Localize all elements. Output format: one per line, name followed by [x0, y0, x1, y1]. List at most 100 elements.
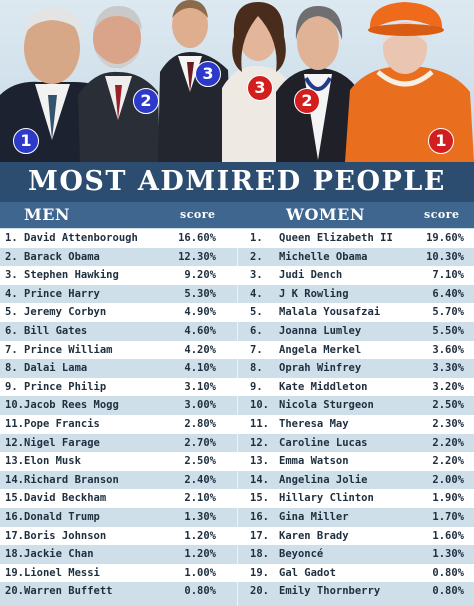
men-rank-cell: 1. — [5, 232, 18, 244]
men-rank-cell: 17. — [5, 529, 24, 542]
men-name-cell: Prince Harry — [24, 287, 100, 300]
women-name-cell: Karen Brady — [279, 529, 349, 542]
men-name-cell: Elon Musk — [24, 455, 81, 468]
men-score-cell: 1.20% — [184, 548, 216, 561]
women-name-cell: Gina Miller — [279, 511, 349, 523]
men-score-cell: 12.30% — [178, 250, 216, 263]
men-name-cell: David Attenborough — [24, 232, 138, 244]
men-score-cell: 4.60% — [184, 325, 216, 337]
women-name-cell: Kate Middleton — [279, 380, 368, 393]
men-header: MEN — [24, 205, 71, 224]
men-score-cell: 1.20% — [184, 529, 216, 542]
women-score-cell: 2.30% — [432, 418, 464, 430]
women-name-cell: Judi Dench — [279, 269, 343, 282]
women-score-cell: 2.20% — [432, 436, 464, 449]
men-score-cell: 16.60% — [178, 232, 216, 244]
men-score-cell: 4.90% — [184, 306, 216, 319]
women-score-cell: 19.60% — [426, 232, 464, 244]
men-score-cell: 4.10% — [184, 362, 216, 375]
women-rank-cell: 19. — [250, 566, 269, 579]
men-rank-cell: 3. — [5, 269, 18, 282]
portraits-illustration — [0, 0, 474, 162]
women-name-cell: Theresa May — [279, 418, 349, 430]
men-score-cell: 2.50% — [184, 455, 216, 468]
women-rank-cell: 15. — [250, 492, 269, 505]
women-score-header: score — [424, 208, 460, 221]
women-rank-cell: 6. — [250, 325, 263, 337]
men-rank-cell: 11. — [5, 418, 24, 430]
men-name-cell: Warren Buffett — [24, 585, 113, 598]
women-name-cell: Beyoncé — [279, 548, 324, 561]
men-name-cell: Barack Obama — [24, 250, 100, 263]
women-name-cell: J K Rowling — [279, 287, 349, 300]
page-title: MOST ADMIRED PEOPLE — [28, 166, 446, 197]
men-rank-cell: 10. — [5, 399, 24, 412]
men-score-header: score — [180, 208, 216, 221]
rank-badge-woman-2: 2 — [294, 88, 320, 114]
table-row: 5. Jeremy Corbyn 4.90% 5. Malala Yousafzai 5.… — [0, 303, 474, 322]
men-score-cell: 4.20% — [184, 343, 216, 356]
women-name-cell: Joanna Lumley — [279, 325, 362, 337]
women-name-cell: Angela Merkel — [279, 343, 362, 356]
rank-badge-woman-1: 1 — [428, 128, 454, 154]
men-rank-cell: 7. — [5, 343, 18, 356]
men-rank-cell: 5. — [5, 306, 18, 319]
men-score-cell: 1.00% — [184, 566, 216, 579]
men-rank-cell: 19. — [5, 566, 24, 579]
women-rank-cell: 16. — [250, 511, 269, 523]
men-score-cell: 3.00% — [184, 399, 216, 412]
men-score-cell: 2.70% — [184, 436, 216, 449]
men-rank-cell: 9. — [5, 380, 18, 393]
men-name-cell: Jacob Rees Mogg — [24, 399, 119, 412]
men-name-cell: Prince William — [24, 343, 113, 356]
women-rank-cell: 17. — [250, 529, 269, 542]
men-rank-cell: 8. — [5, 362, 18, 375]
men-name-cell: Jeremy Corbyn — [24, 306, 107, 319]
women-rank-cell: 5. — [250, 306, 263, 319]
men-name-cell: Lionel Messi — [24, 566, 100, 579]
men-name-cell: Boris Johnson — [24, 529, 107, 542]
men-score-cell: 1.30% — [184, 511, 216, 523]
women-rank-cell: 2. — [250, 250, 263, 263]
women-score-cell: 3.60% — [432, 343, 464, 356]
women-name-cell: Angelina Jolie — [279, 473, 368, 486]
women-rank-cell: 7. — [250, 343, 263, 356]
men-score-cell: 2.10% — [184, 492, 216, 505]
rank-badge-man-2: 2 — [133, 88, 159, 114]
women-score-cell: 1.60% — [432, 529, 464, 542]
women-score-cell: 1.70% — [432, 511, 464, 523]
women-rank-cell: 14. — [250, 473, 269, 486]
women-rank-cell: 3. — [250, 269, 263, 282]
men-rank-cell: 20. — [5, 585, 24, 598]
women-rank-cell: 4. — [250, 287, 263, 300]
women-rank-cell: 20. — [250, 585, 269, 598]
women-score-cell: 2.20% — [432, 455, 464, 468]
women-name-cell: Emily Thornberry — [279, 585, 381, 598]
women-score-cell: 6.40% — [432, 287, 464, 300]
women-rank-cell: 1. — [250, 232, 263, 244]
men-name-cell: Nigel Farage — [24, 436, 100, 449]
men-rank-cell: 15. — [5, 492, 24, 505]
rank-badge-man-1: 1 — [13, 128, 39, 154]
women-score-cell: 5.50% — [432, 325, 464, 337]
women-score-cell: 2.00% — [432, 473, 464, 486]
women-score-cell: 7.10% — [432, 269, 464, 282]
women-rank-cell: 18. — [250, 548, 269, 561]
women-name-cell: Michelle Obama — [279, 250, 368, 263]
men-name-cell: Pope Francis — [24, 418, 100, 430]
men-name-cell: Bill Gates — [24, 325, 88, 337]
men-score-cell: 0.80% — [184, 585, 216, 598]
women-rank-cell: 12. — [250, 436, 269, 449]
women-name-cell: Malala Yousafzai — [279, 306, 381, 319]
men-name-cell: Jackie Chan — [24, 548, 94, 561]
women-rank-cell: 8. — [250, 362, 263, 375]
women-name-cell: Gal Gadot — [279, 566, 336, 579]
title-banner: MOST ADMIRED PEOPLE — [0, 162, 474, 202]
women-name-cell: Oprah Winfrey — [279, 362, 362, 375]
men-name-cell: Donald Trump — [24, 511, 100, 523]
men-rank-cell: 4. — [5, 287, 18, 300]
women-rank-cell: 11. — [250, 418, 269, 430]
women-rank-cell: 10. — [250, 399, 269, 412]
men-score-cell: 9.20% — [184, 269, 216, 282]
